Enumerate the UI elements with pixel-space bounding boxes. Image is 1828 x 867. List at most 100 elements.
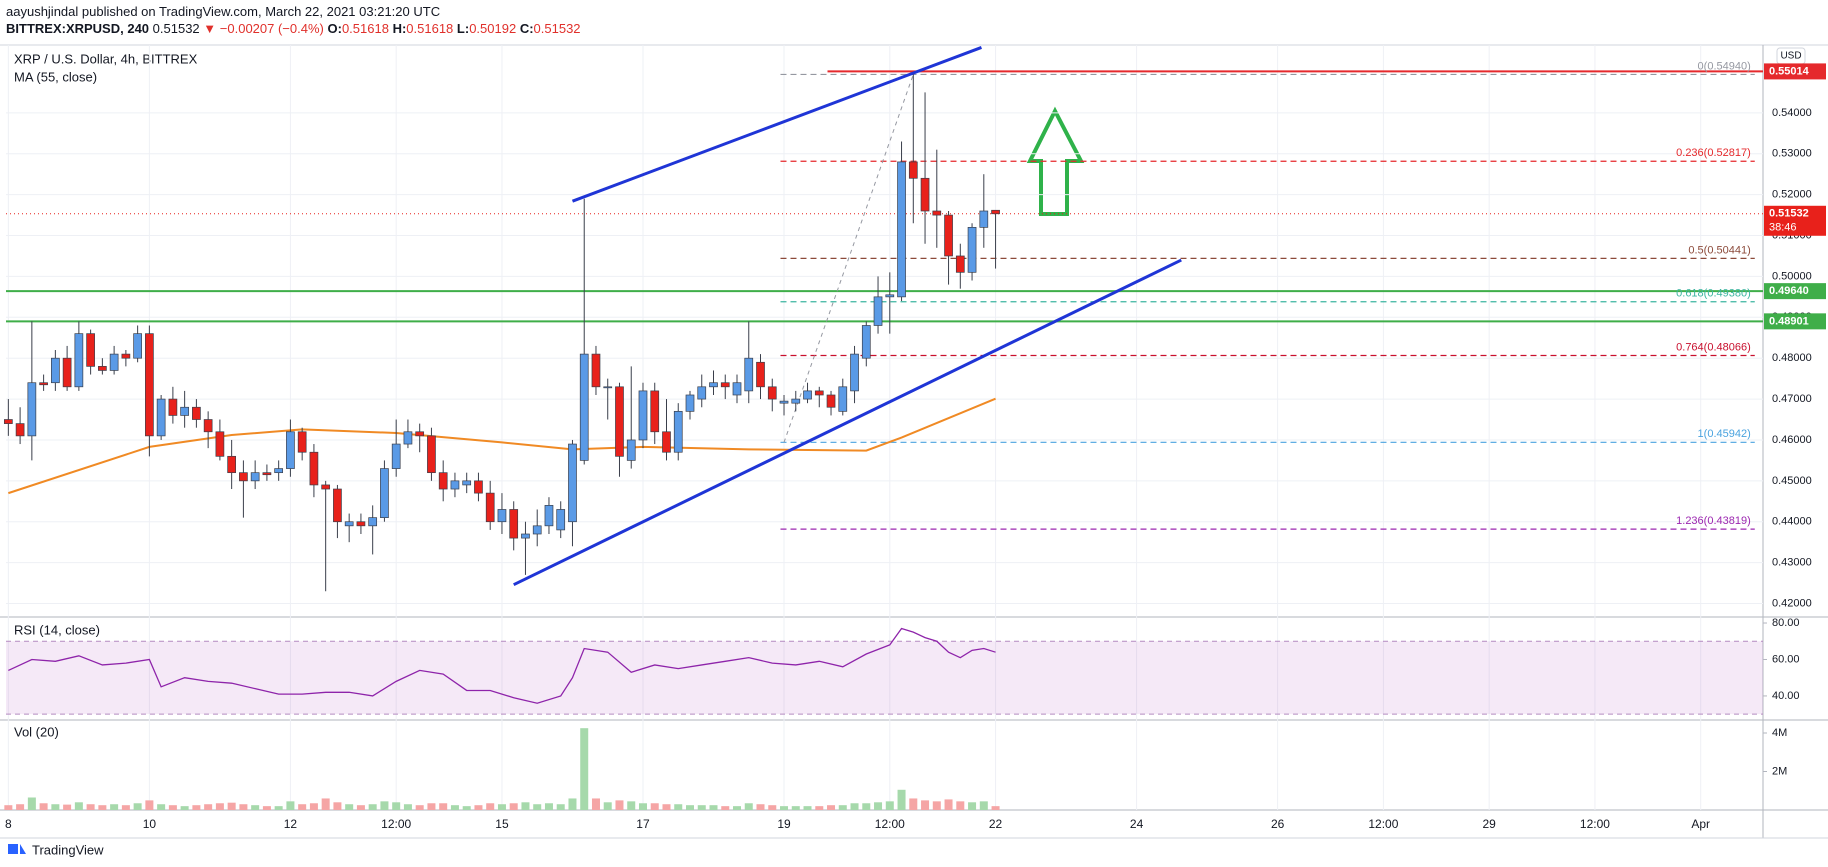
volume-bar xyxy=(709,805,718,810)
volume-bar xyxy=(497,804,506,810)
candle-body xyxy=(650,390,660,433)
volume-bar xyxy=(885,801,894,810)
candle-body xyxy=(944,214,953,257)
price-tag xyxy=(1764,313,1826,330)
candle-body xyxy=(156,398,166,437)
candle-body xyxy=(920,177,930,212)
x-tick-label: 12:00 xyxy=(381,817,411,831)
volume-bar xyxy=(932,801,941,810)
candle-body xyxy=(227,455,236,474)
x-tick-label: 10 xyxy=(143,817,157,831)
volume-bar xyxy=(533,804,542,810)
change: ▼ −0.00207 (−0.4%) xyxy=(203,21,324,36)
volume-bar xyxy=(650,803,659,810)
volume-bar xyxy=(803,806,812,810)
volume-bar xyxy=(227,802,236,810)
volume-bar xyxy=(450,805,459,810)
volume-bar xyxy=(874,802,883,810)
candle-body xyxy=(673,410,683,453)
volume-bar xyxy=(286,801,295,810)
close-value: 0.51532 xyxy=(533,21,581,36)
y-tick-label: 0.42000 xyxy=(1772,597,1812,609)
volume-bar xyxy=(474,805,483,810)
volume-bar xyxy=(27,797,36,810)
rsi-line xyxy=(8,627,996,704)
volume-bar xyxy=(556,804,565,810)
candle-body xyxy=(286,431,295,469)
ohlc-label: O: xyxy=(327,21,342,36)
candle-body xyxy=(321,484,331,490)
x-tick-label: 29 xyxy=(1482,817,1496,831)
candle-body xyxy=(74,333,84,388)
volume-bar xyxy=(145,800,154,810)
rsi-legend: RSI (14, close) xyxy=(14,622,100,637)
y-tick-label: 0.47000 xyxy=(1772,393,1812,405)
volume-tick-label: 4M xyxy=(1772,727,1787,739)
volume-bar xyxy=(168,805,177,810)
volume-bar xyxy=(638,803,647,810)
volume-bar xyxy=(568,798,577,810)
x-tick-label: 12 xyxy=(284,817,298,831)
y-tick-label: 0.44000 xyxy=(1772,516,1812,528)
candle-body xyxy=(544,505,554,527)
candle-body xyxy=(4,419,13,424)
volume-bar xyxy=(345,804,354,810)
rsi-tick-label: 40.00 xyxy=(1772,690,1800,702)
volume-bar xyxy=(756,804,765,810)
fib-label: 1.236(0.43819) xyxy=(1676,515,1751,527)
candle-body xyxy=(791,398,801,404)
volume-bar xyxy=(180,806,189,810)
candle-body xyxy=(979,210,989,228)
volume-bar xyxy=(921,800,930,810)
trend-line xyxy=(571,46,982,203)
volume-bar xyxy=(427,803,436,810)
volume-bar xyxy=(121,805,130,810)
candle-body xyxy=(180,406,189,416)
volume-bar xyxy=(39,803,48,810)
volume-bar xyxy=(662,804,671,810)
rsi-tick-label: 60.00 xyxy=(1772,653,1800,665)
candle-body xyxy=(615,386,624,457)
volume-bar xyxy=(521,802,530,810)
candle-body xyxy=(297,431,307,453)
x-tick-label: 19 xyxy=(777,817,791,831)
y-tick-label: 0.53000 xyxy=(1772,148,1812,160)
countdown-label: 38:46 xyxy=(1769,222,1797,234)
volume-bar xyxy=(591,798,600,810)
volume-bar xyxy=(74,802,83,810)
candle-body xyxy=(250,472,260,482)
volume-bar xyxy=(16,804,25,810)
rsi-band xyxy=(6,641,1763,715)
candle-body xyxy=(356,521,366,527)
candle-body xyxy=(274,468,284,474)
fib-label: 1(0.45942) xyxy=(1698,428,1751,440)
y-tick-label: 0.45000 xyxy=(1772,475,1812,487)
candle-body xyxy=(814,390,824,396)
header: aayushjindal published on TradingView.co… xyxy=(6,3,581,37)
up-arrow xyxy=(1026,106,1085,216)
candle-body xyxy=(415,431,425,437)
y-tick-label: 0.50000 xyxy=(1772,270,1812,282)
volume-bar xyxy=(744,803,753,810)
candle-body xyxy=(826,394,836,408)
volume-bar xyxy=(192,805,201,810)
volume-bar xyxy=(968,802,977,810)
volume-bar xyxy=(51,804,60,810)
y-tick-label: 0.43000 xyxy=(1772,557,1812,569)
candle-body xyxy=(98,366,107,371)
candle-body xyxy=(344,521,354,527)
ohlc-label: L: xyxy=(456,21,470,36)
candle-body xyxy=(579,353,589,461)
candle-body xyxy=(767,386,777,400)
fib-label: 0.618(0.49380) xyxy=(1676,288,1751,300)
volume-bar xyxy=(615,800,624,810)
volume-bar xyxy=(674,804,683,810)
candle-body xyxy=(192,406,201,420)
candle-body xyxy=(568,443,577,523)
x-tick-label: 17 xyxy=(636,817,650,831)
volume-bar xyxy=(333,802,342,810)
ohlc-label: H: xyxy=(392,21,407,36)
fib-label: 0.5(0.50441) xyxy=(1688,244,1750,256)
candle-body xyxy=(556,509,566,531)
